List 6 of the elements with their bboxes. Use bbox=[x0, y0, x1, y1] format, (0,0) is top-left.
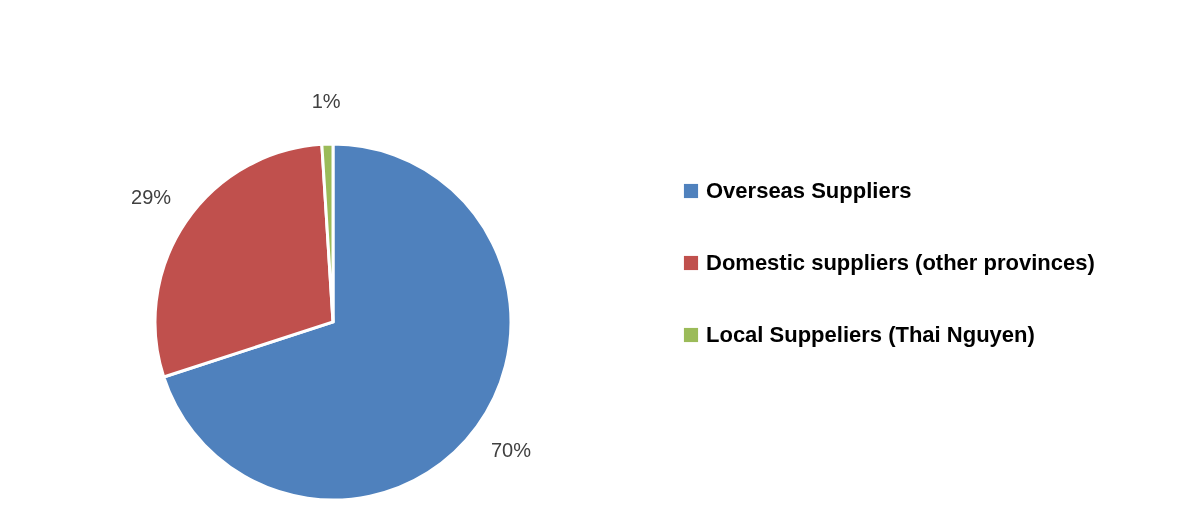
data-label: 29% bbox=[131, 186, 172, 209]
legend-label: Local Suppeliers (Thai Nguyen) bbox=[706, 322, 1035, 347]
data-label: 70% bbox=[490, 439, 532, 462]
legend-label: Domestic suppliers (other provinces) bbox=[706, 250, 1095, 275]
data-label: 1% bbox=[311, 90, 341, 113]
legend-label: Overseas Suppliers bbox=[706, 178, 912, 203]
